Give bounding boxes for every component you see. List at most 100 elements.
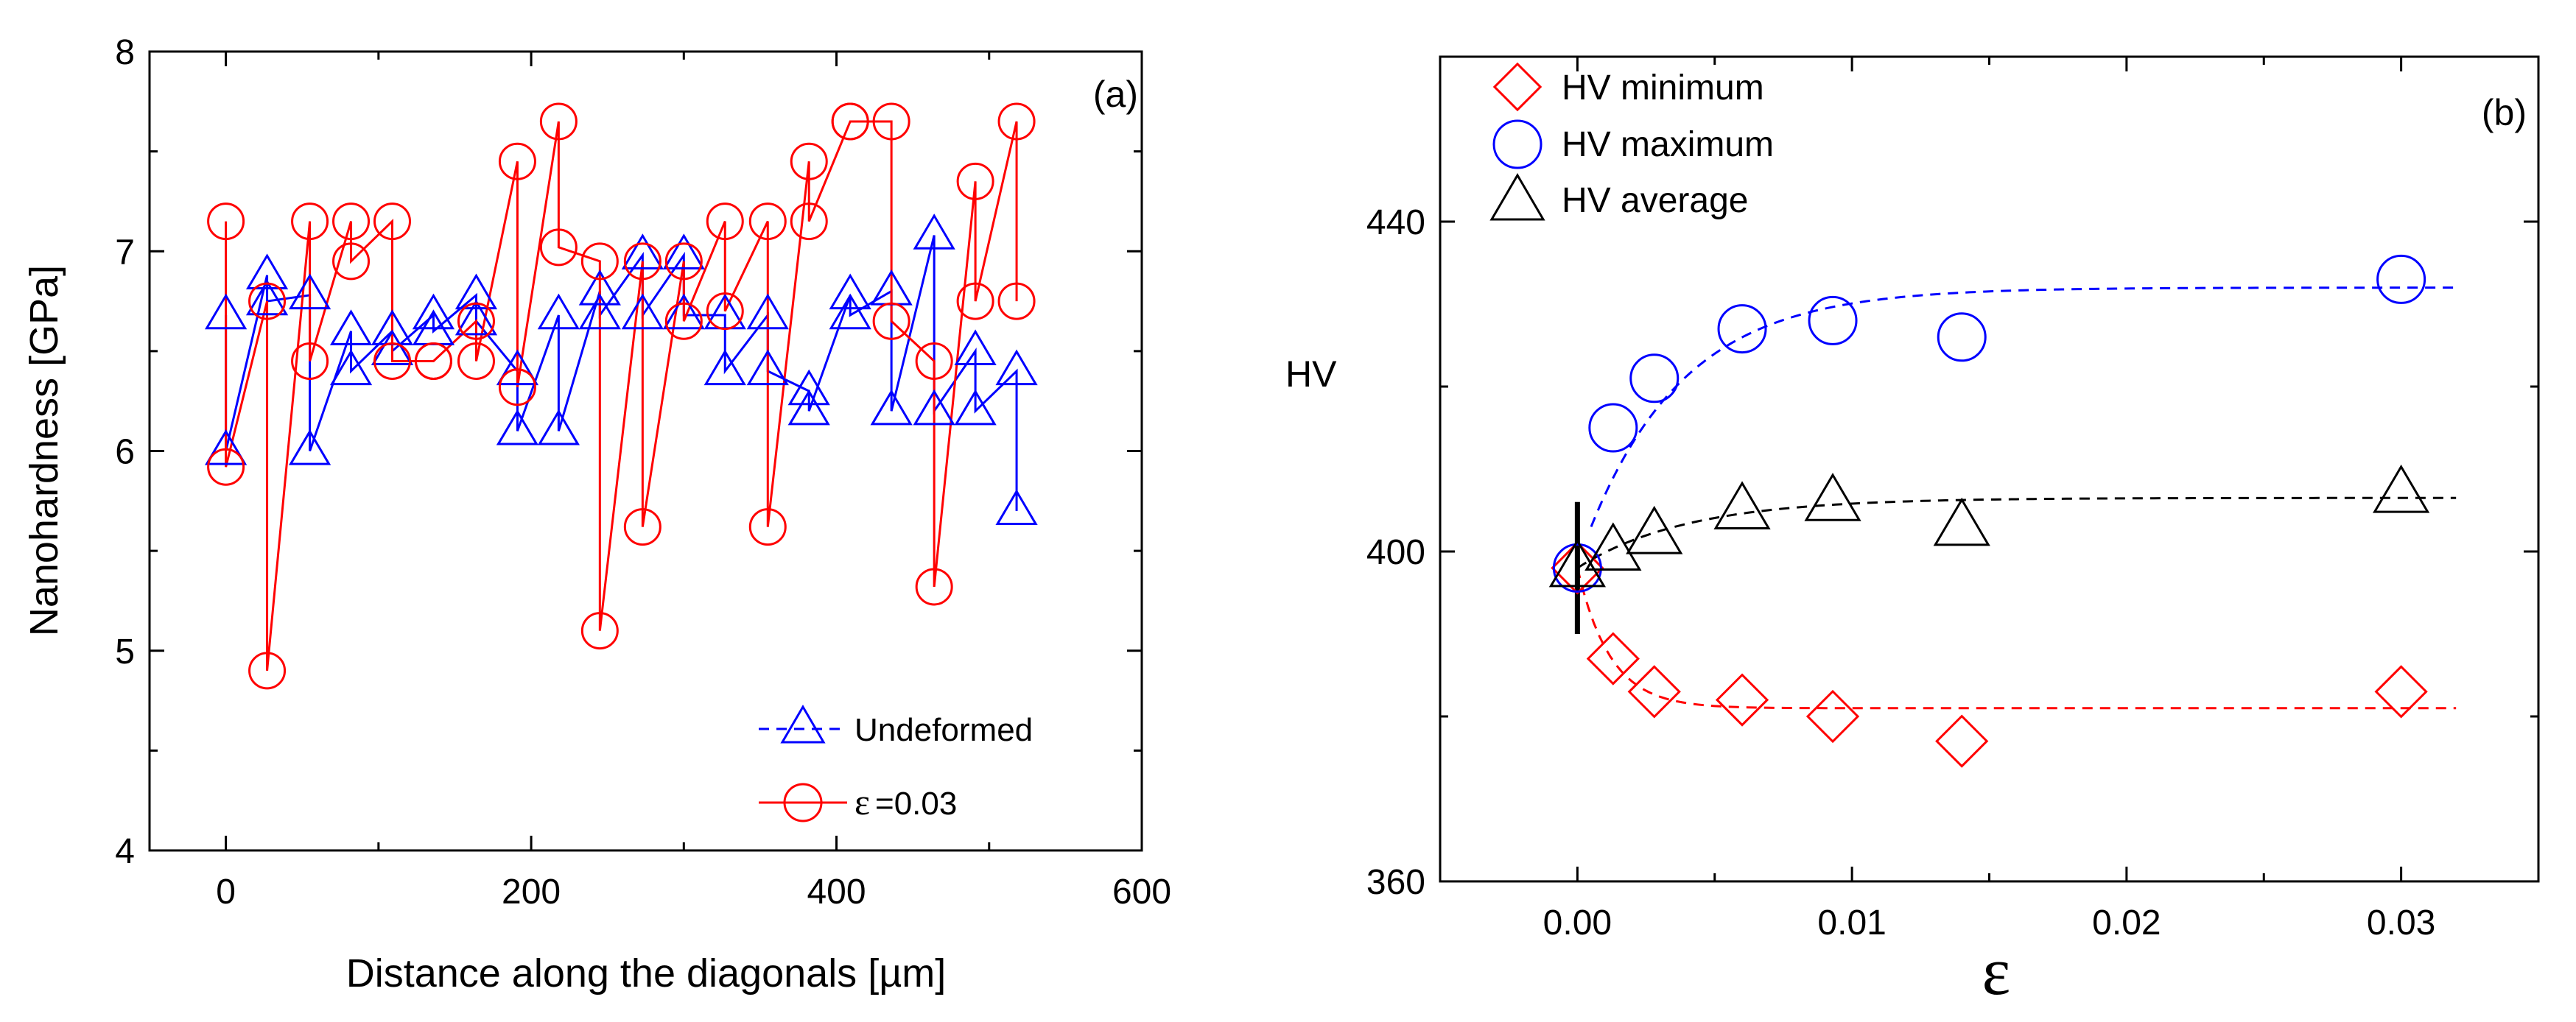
- chart-b-point-hv-avg: [1584, 522, 1642, 571]
- chart-b-point-hv-max: [1552, 543, 1602, 593]
- chart-a-point-eps: [332, 202, 371, 241]
- chart-a-point-undeformed: [870, 389, 913, 426]
- chart-a-point-undeformed: [621, 233, 664, 269]
- chart-a-point-undeformed: [412, 293, 455, 330]
- chart-a-point-eps: [664, 302, 703, 340]
- chart-a-x-tick-label: 400: [807, 873, 866, 912]
- chart-a-point-eps: [457, 342, 495, 380]
- chart-a-point-eps: [790, 202, 828, 241]
- chart-a-point-undeformed: [913, 389, 955, 426]
- chart-b-series: [1548, 254, 2430, 768]
- chart-a-point-eps: [580, 242, 619, 281]
- chart-a-point-undeformed: [995, 489, 1038, 526]
- chart-a-point-undeformed: [746, 349, 789, 386]
- chart-a-point-undeformed: [455, 299, 498, 336]
- chart-a-x-axis-label: Distance along the diagonals [µm]: [346, 951, 947, 995]
- chart-b-point-hv-max: [1717, 304, 1767, 354]
- chart-a-point-eps: [623, 242, 661, 281]
- chart-b-fit-curve-0: [1576, 568, 2457, 710]
- chart-b-point-hv-min: [1935, 714, 1989, 768]
- chart-b-legend: HV minimum HV maximum HV average: [1489, 62, 1774, 221]
- chart-a-point-undeformed: [662, 293, 705, 330]
- legend-hv-max-label: HV maximum: [1562, 125, 1774, 164]
- chart-a-point-eps: [831, 102, 869, 141]
- legend-hv-avg-triangle: [1489, 173, 1545, 221]
- chart-a-y-tick-label: 4: [115, 832, 135, 871]
- chart-a-point-undeformed: [288, 273, 331, 310]
- chart-b-fits: [1574, 286, 2457, 710]
- chart-a-point-undeformed: [245, 279, 289, 316]
- chart-a-point-eps: [997, 102, 1036, 141]
- chart-b-point-hv-min: [1715, 673, 1769, 727]
- chart-a-point-eps: [956, 282, 994, 320]
- chart-b-point-hv-max: [2376, 254, 2426, 304]
- chart-b-x-tick-label: 0.02: [2092, 903, 2161, 942]
- chart-a-point-undeformed: [913, 214, 955, 250]
- chart-b-y-axis-label: HV: [1285, 353, 1337, 395]
- chart-b-point-hv-avg: [1626, 505, 1683, 554]
- chart-b-x-axis-label: ε: [1982, 934, 2011, 1009]
- chart-a-point-eps: [248, 652, 287, 690]
- chart-a-point-eps: [623, 508, 661, 546]
- chart-a-y-tick-label: 7: [115, 233, 135, 272]
- chart-a-legend: Undeformed ε =0.03: [759, 705, 1033, 822]
- chart-a-point-eps: [291, 342, 329, 380]
- chart-b-panel-label: (b): [2482, 92, 2527, 133]
- chart-a-point-undeformed: [496, 409, 539, 445]
- chart-a-x-tick-label: 0: [216, 873, 236, 912]
- legend-hv-min-diamond: [1492, 62, 1543, 112]
- chart-a-point-undeformed: [537, 409, 580, 445]
- chart-a-point-eps: [580, 612, 619, 650]
- chart-a-point-eps: [539, 228, 578, 267]
- chart-a-point-undeformed: [621, 293, 664, 330]
- chart-a-point-undeformed: [662, 233, 705, 269]
- chart-a-point-undeformed: [829, 273, 871, 310]
- chart-a-point-eps: [457, 302, 495, 340]
- chart-a-point-eps: [956, 162, 994, 200]
- chart-a-point-undeformed: [578, 293, 621, 330]
- chart-a-point-undeformed: [703, 349, 746, 386]
- chart-a-point-undeformed: [787, 389, 830, 426]
- chart-a-point-undeformed: [288, 429, 331, 465]
- chart-a-y-tick-label: 5: [115, 632, 135, 672]
- chart-a-point-eps: [748, 202, 787, 241]
- chart-a-point-eps: [332, 242, 371, 281]
- chart-a-point-undeformed: [204, 293, 248, 330]
- chart-a-point-eps: [373, 202, 411, 241]
- chart-a-point-eps: [248, 282, 287, 320]
- chart-a-point-eps: [748, 508, 787, 546]
- chart-a-point-eps: [872, 102, 910, 141]
- legend-hv-avg-label: HV average: [1562, 181, 1748, 220]
- chart-a-point-eps: [915, 568, 953, 606]
- chart-a-point-undeformed: [455, 273, 498, 310]
- legend-eps-circle: [783, 783, 823, 822]
- chart-a-point-undeformed: [204, 429, 248, 465]
- legend-hv-min-label: HV minimum: [1562, 68, 1764, 108]
- chart-a-x-tick-label: 600: [1112, 873, 1171, 912]
- chart-b-y-tick-label: 440: [1366, 203, 1425, 242]
- chart-a-point-eps: [498, 368, 536, 406]
- chart-b-point-hv-avg: [1804, 473, 1861, 521]
- chart-a-point-eps: [706, 202, 744, 241]
- chart-b-fit-curve-2: [1576, 496, 2457, 569]
- chart-a-series: [204, 102, 1038, 690]
- chart-a-point-undeformed: [329, 349, 373, 386]
- chart-a-point-eps: [790, 142, 828, 180]
- chart-b-point-hv-max: [1937, 312, 1987, 362]
- chart-b-frame: [1439, 55, 2540, 883]
- chart-a-point-undeformed: [496, 349, 539, 386]
- chart-a-point-eps: [414, 342, 452, 380]
- legend-hv-max-circle: [1492, 119, 1543, 169]
- legend-undeformed-triangle: [780, 705, 826, 744]
- chart-b-point-hv-max: [1629, 353, 1680, 403]
- chart-b-point-hv-max: [1808, 295, 1858, 345]
- chart-a-point-eps: [915, 342, 953, 380]
- chart-a-point-undeformed: [329, 309, 373, 345]
- chart-a-series-line-1: [225, 120, 1018, 672]
- chart-b-x-tick-label: 0.00: [1543, 903, 1612, 942]
- chart-a-point-undeformed: [371, 329, 414, 366]
- chart-a-y-tick-label: 8: [115, 33, 135, 72]
- chart-a-point-eps: [997, 282, 1036, 320]
- chart-b-point-hv-min: [1586, 632, 1640, 686]
- chart-a-point-eps: [498, 142, 536, 180]
